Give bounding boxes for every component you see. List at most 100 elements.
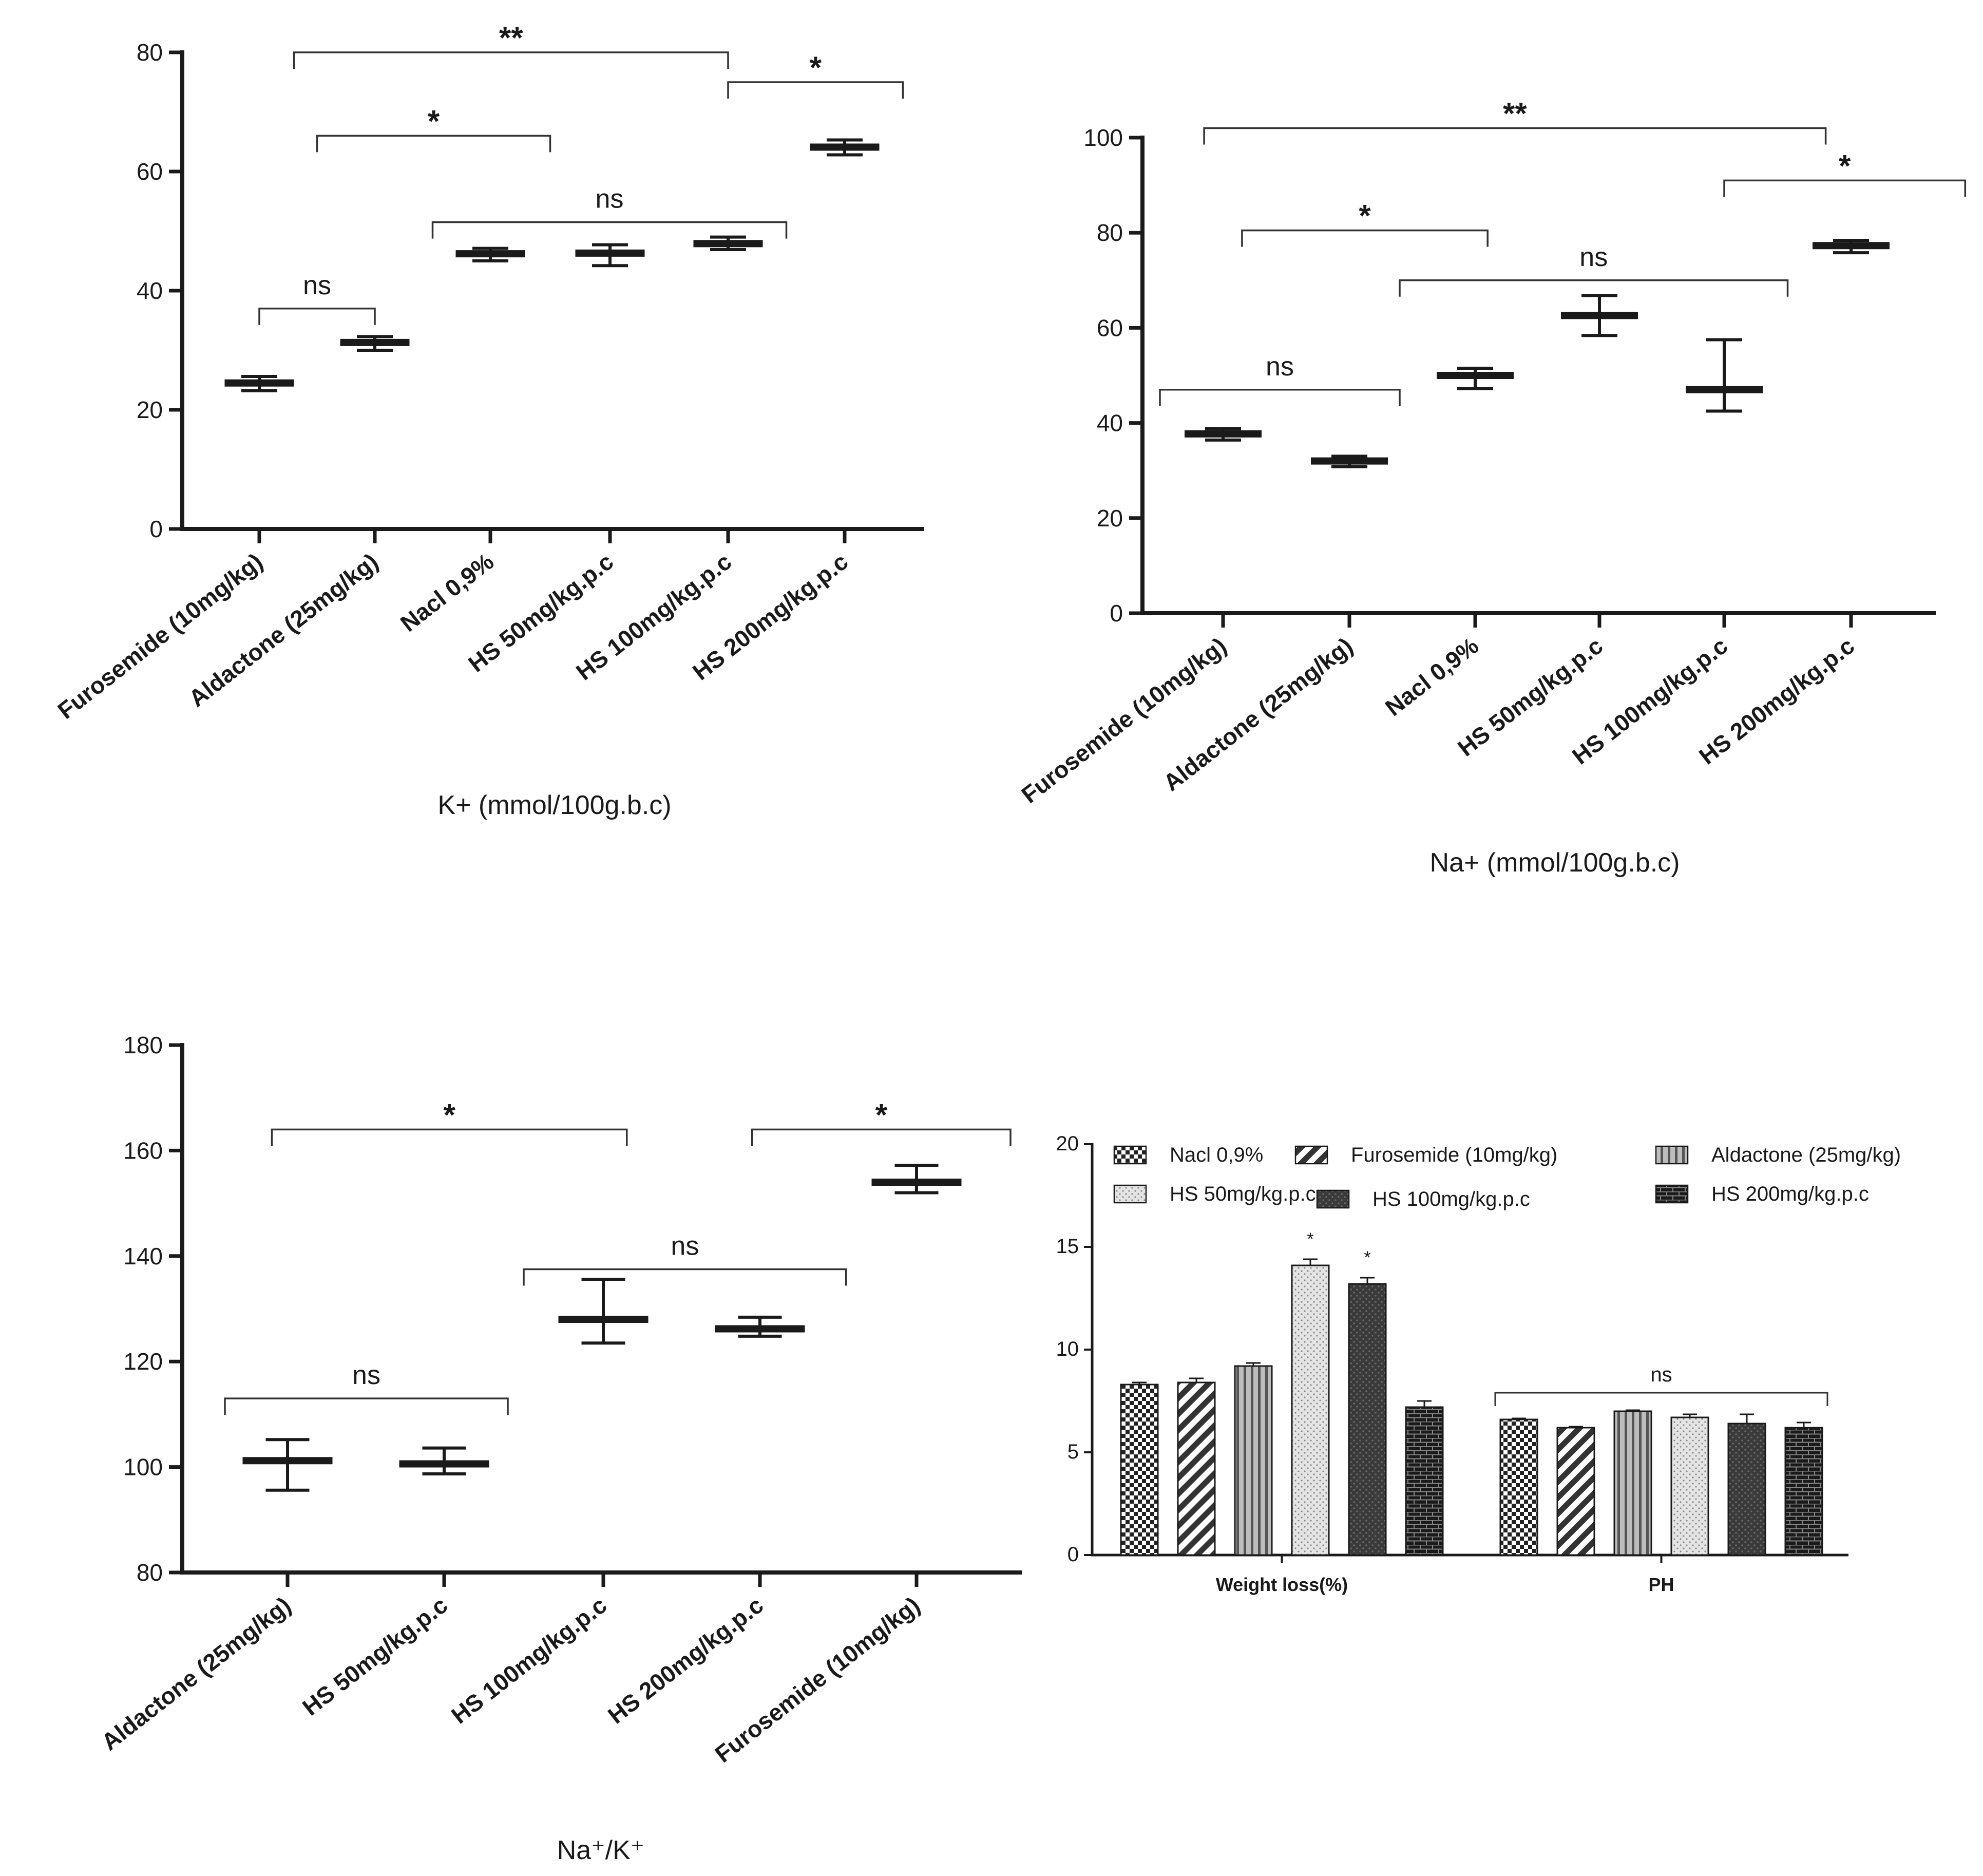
y-tick-label: 10 bbox=[1056, 1338, 1079, 1360]
legend-item: Furosemide (10mg/kg) bbox=[1294, 1144, 1557, 1166]
significance-bracket bbox=[1241, 229, 1489, 247]
significance-label: ns bbox=[303, 271, 331, 300]
significance-star: * bbox=[1307, 1229, 1313, 1249]
x-tick-label: HS 100mg/kg.p.c bbox=[446, 1591, 612, 1729]
significance-bracket bbox=[224, 1397, 509, 1415]
y-tick-label: 20 bbox=[1097, 505, 1123, 532]
significance-label: ns bbox=[352, 1360, 380, 1390]
y-tick-label: 0 bbox=[1067, 1543, 1079, 1566]
significance-bracket bbox=[431, 221, 788, 239]
legend-label: HS 200mg/kg.p.c bbox=[1711, 1183, 1869, 1205]
y-tick-label: 140 bbox=[123, 1243, 163, 1269]
y-tick-label: 120 bbox=[123, 1348, 163, 1375]
x-axis-title: K+ (mmol/100g.b.c) bbox=[437, 790, 671, 820]
bar bbox=[1348, 1283, 1387, 1556]
significance-bracket bbox=[316, 135, 551, 153]
significance-label: * bbox=[875, 1097, 888, 1132]
legend-swatch bbox=[1655, 1184, 1689, 1204]
x-tick-label: HS 50mg/kg.p.c bbox=[297, 1591, 452, 1721]
legend-item: HS 200mg/kg.p.c bbox=[1655, 1183, 1869, 1205]
significance-label: ns bbox=[1266, 352, 1294, 382]
bar bbox=[1291, 1264, 1330, 1556]
legend-label: Furosemide (10mg/kg) bbox=[1351, 1144, 1557, 1166]
legend-label: HS 100mg/kg.p.c bbox=[1372, 1188, 1530, 1210]
legend-item: HS 100mg/kg.p.c bbox=[1316, 1188, 1530, 1210]
legend-swatch bbox=[1113, 1184, 1147, 1204]
legend-label: HS 50mg/kg.p.c bbox=[1170, 1183, 1316, 1205]
bar bbox=[1405, 1406, 1444, 1556]
significance-bracket bbox=[271, 1128, 628, 1146]
significance-star: * bbox=[1364, 1248, 1370, 1267]
legend-swatch bbox=[1655, 1145, 1689, 1165]
significance-label: ns bbox=[596, 184, 624, 214]
bar bbox=[1784, 1427, 1823, 1556]
x-tick-label: Furosemide (10mg/kg) bbox=[52, 548, 268, 724]
bar bbox=[1234, 1365, 1273, 1556]
legend-swatch bbox=[1316, 1189, 1350, 1209]
na-k-ratio-chart: 80 100 120 140 160 180 Aldactone (25mg/kg) HS 5… bbox=[97, 1032, 1022, 1865]
y-tick-label: 5 bbox=[1067, 1441, 1079, 1463]
significance-label: ** bbox=[499, 21, 523, 55]
significance-bracket bbox=[293, 51, 729, 69]
x-tick-label: HS 200mg/kg.p.c bbox=[603, 1591, 768, 1729]
x-tick-label: Nacl 0,9% bbox=[1380, 632, 1483, 721]
y-tick-label: 60 bbox=[137, 158, 163, 185]
bar bbox=[1556, 1427, 1595, 1556]
potassium-chart: 0 20 40 60 80 Furosemide (10mg/kg)Aldactone (… bbox=[52, 21, 924, 820]
significance-label: ns bbox=[1650, 1363, 1672, 1386]
significance-bracket bbox=[751, 1128, 1012, 1146]
legend-item: Nacl 0,9% bbox=[1113, 1144, 1263, 1166]
y-tick-label: 20 bbox=[1056, 1132, 1079, 1155]
x-tick-label: Nacl 0,9% bbox=[395, 548, 499, 637]
weight-loss-ph-bar-chart: 0 5 10 15 20 Weight loss(%) PH * * ns Nacl 0,9% Fur… bbox=[1056, 1132, 1901, 1595]
y-tick-label: 40 bbox=[1097, 410, 1123, 437]
y-tick-label: 0 bbox=[149, 516, 163, 542]
bar bbox=[1670, 1416, 1709, 1556]
y-tick-label: 100 bbox=[1083, 124, 1123, 151]
legend-swatch bbox=[1294, 1145, 1328, 1165]
legend-label: Nacl 0,9% bbox=[1170, 1144, 1263, 1166]
x-tick-label: Aldactone (25mg/kg) bbox=[184, 548, 384, 712]
legend-swatch bbox=[1113, 1145, 1147, 1165]
bar bbox=[1120, 1384, 1159, 1556]
bar bbox=[1177, 1381, 1216, 1556]
x-tick-label: Furosemide (10mg/kg) bbox=[1016, 632, 1231, 808]
significance-label: * bbox=[1359, 199, 1371, 233]
y-tick-label: 15 bbox=[1056, 1235, 1079, 1258]
significance-bracket bbox=[523, 1268, 847, 1286]
x-tick-label: Aldactone (25mg/kg) bbox=[97, 1591, 296, 1756]
y-tick-label: 80 bbox=[137, 1559, 163, 1586]
y-tick-label: 100 bbox=[123, 1454, 163, 1481]
legend-item: HS 50mg/kg.p.c bbox=[1113, 1183, 1316, 1205]
significance-bracket bbox=[1723, 179, 1967, 197]
significance-label: ** bbox=[1503, 96, 1527, 130]
x-axis-title: Na+ (mmol/100g.b.c) bbox=[1430, 848, 1680, 878]
significance-label: * bbox=[428, 104, 440, 138]
legend-item: Aldactone (25mg/kg) bbox=[1655, 1144, 1901, 1166]
x-category-label: Weight loss(%) bbox=[1216, 1574, 1348, 1595]
significance-bracket bbox=[258, 308, 376, 325]
y-tick-label: 180 bbox=[123, 1032, 163, 1058]
y-tick-label: 80 bbox=[137, 39, 163, 66]
bar bbox=[1727, 1423, 1766, 1556]
significance-bracket bbox=[1399, 279, 1789, 297]
significance-label: ns bbox=[1579, 242, 1608, 272]
bar bbox=[1499, 1418, 1538, 1556]
x-axis-title: Na⁺/K⁺ bbox=[557, 1835, 645, 1865]
y-tick-label: 40 bbox=[137, 277, 163, 304]
significance-label: * bbox=[1839, 148, 1851, 183]
y-tick-label: 0 bbox=[1110, 600, 1123, 627]
significance-bracket bbox=[1494, 1392, 1828, 1406]
y-tick-label: 80 bbox=[1097, 219, 1123, 246]
significance-label: * bbox=[810, 50, 822, 85]
significance-bracket bbox=[1203, 127, 1827, 145]
bar bbox=[1613, 1410, 1652, 1556]
significance-label: ns bbox=[671, 1231, 699, 1261]
significance-bracket bbox=[727, 81, 904, 99]
y-tick-label: 20 bbox=[137, 396, 163, 423]
significance-label: * bbox=[443, 1097, 455, 1132]
y-tick-label: 160 bbox=[123, 1137, 163, 1164]
significance-bracket bbox=[1159, 389, 1401, 406]
legend-label: Aldactone (25mg/kg) bbox=[1711, 1144, 1901, 1166]
